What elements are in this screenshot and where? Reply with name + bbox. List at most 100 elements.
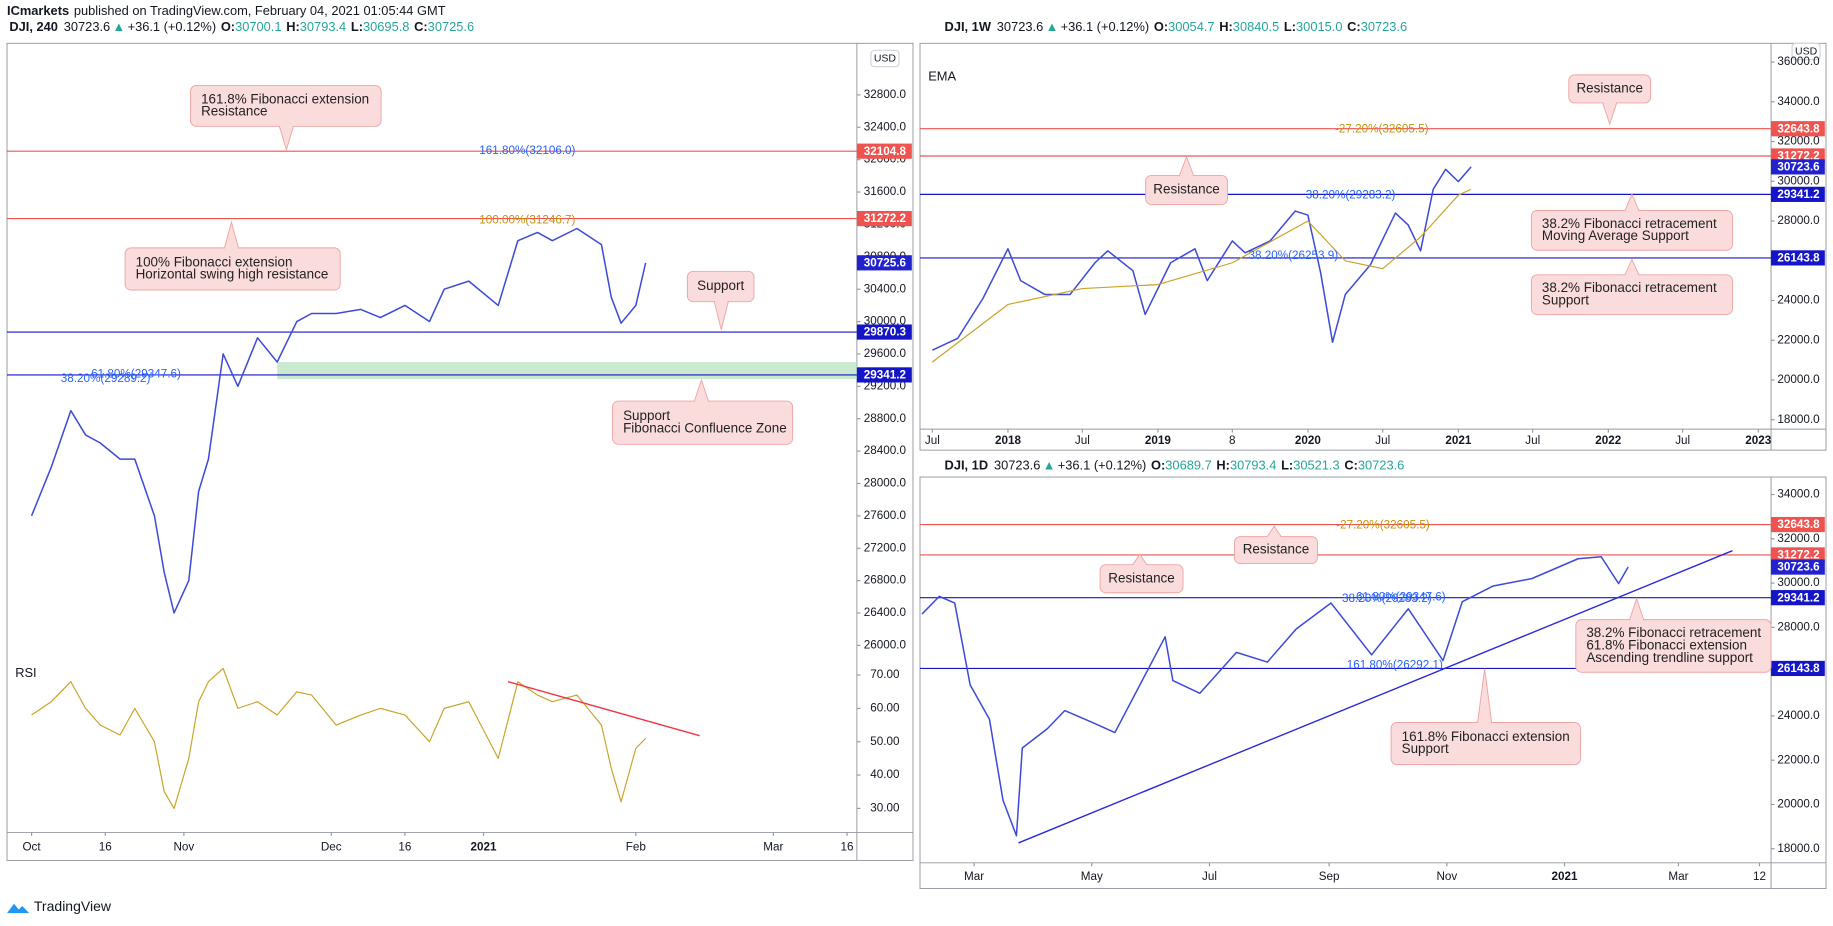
last-price: 30723.6	[994, 458, 1040, 473]
callout-pointer	[1178, 155, 1195, 176]
y-tick-label: 34000.0	[1777, 488, 1820, 501]
x-tick-label: Jul	[1525, 434, 1540, 447]
callout-text: Resistance	[1576, 80, 1642, 95]
last-price: 30723.6	[64, 20, 110, 35]
price-label: 26143.8	[1777, 252, 1820, 265]
panel-frame	[919, 476, 1827, 889]
publisher: ICmarkets	[7, 3, 69, 18]
ohlc-label: L:	[351, 20, 363, 35]
y-tick-label: 32800.0	[864, 88, 907, 101]
ohlc-label: H:	[1219, 20, 1233, 35]
callout-pointer	[1131, 553, 1148, 566]
callout-pointer	[278, 125, 295, 152]
y-tick-label: 28000.0	[864, 477, 907, 490]
price-label: 29341.2	[1777, 591, 1820, 604]
x-tick-label: 2018	[995, 434, 1022, 447]
x-tick-label: Jul	[1075, 434, 1090, 447]
ohlc-label: H:	[1216, 458, 1230, 473]
callout-text: Resistance	[1243, 542, 1309, 557]
y-tick-label: 30400.0	[864, 282, 907, 295]
symbol: DJI, 240	[9, 20, 58, 35]
callout-text: 161.8% Fibonacci extension	[201, 91, 369, 106]
callout-text: Support	[697, 278, 744, 293]
ohlc-value: 30054.7	[1168, 20, 1214, 35]
price-label-box	[1771, 186, 1825, 202]
callout-text: Resistance	[1108, 570, 1174, 585]
y-tick-label: 26800.0	[864, 574, 907, 587]
y-tick-label: 22000.0	[1777, 753, 1820, 766]
ohlc-value: 30840.5	[1233, 20, 1279, 35]
symbol: DJI, 1W	[945, 20, 992, 35]
callout-text: 100% Fibonacci extension	[136, 254, 293, 269]
x-tick-label: Jul	[1202, 870, 1217, 883]
x-tick-label: 2021	[1552, 870, 1579, 883]
fib-label: 38.20%(29289.2)	[61, 372, 151, 385]
callout-text: 38.2% Fibonacci retracement	[1542, 280, 1717, 295]
change-arrow: ▲	[1046, 20, 1059, 35]
currency: USD	[874, 52, 897, 64]
ohlc-label: O:	[221, 20, 235, 35]
y-tick-label: 28000.0	[1777, 214, 1820, 227]
y-tick-label: 34000.0	[1777, 95, 1820, 108]
callout-pointer	[1624, 192, 1640, 211]
x-tick-label: Mar	[763, 841, 783, 854]
y-tick-label: 29600.0	[864, 347, 907, 360]
y-tick-label: 20000.0	[1777, 373, 1820, 386]
price-line	[921, 555, 1629, 837]
y-tick-label: 30000.0	[1777, 576, 1820, 589]
rsi-trendline	[507, 681, 700, 737]
x-tick-label: 2023	[1745, 434, 1772, 447]
ohlc-value: 30695.8	[363, 20, 409, 35]
price-label-box	[856, 255, 912, 271]
y-tick-label: 24000.0	[1777, 709, 1820, 722]
fib-label: 61.80%(29347.6)	[91, 367, 181, 380]
ohlc-value: 30521.3	[1293, 458, 1339, 473]
price-label: 32104.8	[864, 145, 907, 158]
rsi-tick-label: 50.00	[870, 735, 900, 748]
y-tick-label: 24000.0	[1777, 294, 1820, 307]
x-tick-label: 16	[398, 841, 411, 854]
callout-pointer	[1266, 525, 1283, 538]
rsi-tick-label: 70.00	[870, 668, 900, 681]
ohlc-label: L:	[1281, 458, 1293, 473]
y-tick-label: 27200.0	[864, 541, 907, 554]
callout-text: Horizontal swing high resistance	[136, 267, 329, 282]
price-label: 30723.6	[1777, 161, 1820, 174]
x-tick-label: Mar	[1668, 870, 1688, 883]
y-tick-label: 26400.0	[864, 606, 907, 619]
ohlc-value: 30723.6	[1361, 20, 1407, 35]
y-tick-label: 32000.0	[1777, 135, 1820, 148]
x-tick-label: Sep	[1319, 870, 1340, 883]
callout-text: Resistance	[201, 104, 267, 119]
fib-label: 38.20%(29283.2)	[1342, 592, 1432, 605]
ohlc-label: C:	[414, 20, 428, 35]
ohlc-value: 30725.6	[428, 20, 474, 35]
price-label: 29870.3	[864, 326, 907, 339]
callout-text: 38.2% Fibonacci retracement	[1586, 625, 1761, 640]
price-label-box	[856, 210, 912, 227]
callout-text: Moving Average Support	[1542, 228, 1689, 243]
y-tick-label: 20000.0	[1777, 798, 1820, 811]
price-label-box	[1771, 660, 1825, 677]
x-tick-label: 2019	[1145, 434, 1172, 447]
currency-box	[1791, 42, 1821, 61]
change-arrow: ▲	[1043, 458, 1056, 473]
fib-label: 100.00%(31246.7)	[479, 214, 575, 227]
price-label-box	[1771, 516, 1825, 533]
ohlc-label: L:	[1284, 20, 1296, 35]
price-label-box	[1771, 159, 1825, 175]
fib-label: 61.80%(29347.6)	[1356, 591, 1446, 604]
x-tick-label: Dec	[321, 841, 342, 854]
tradingview-logo	[7, 903, 30, 914]
callout-pointer	[1624, 258, 1640, 276]
callout-text: 61.8% Fibonacci extension	[1586, 637, 1747, 652]
fib-label: -27.20%(32605.5)	[1335, 123, 1429, 136]
x-tick-label: 16	[99, 841, 112, 854]
callout-text: Support	[623, 408, 670, 423]
y-tick-label: 28800.0	[864, 412, 907, 425]
change: +36.1 (+0.12%)	[128, 20, 217, 35]
price-label-box	[856, 143, 912, 159]
callout-pointer	[1477, 668, 1493, 723]
callout-text: Fibonacci Confluence Zone	[623, 420, 787, 435]
